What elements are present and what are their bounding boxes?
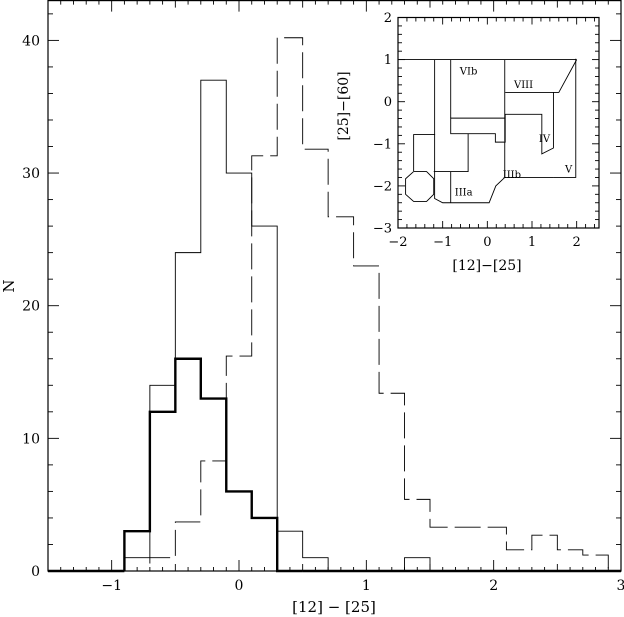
main-y-axis-label: N <box>0 279 18 292</box>
main-x-tick-label: 1 <box>362 578 371 594</box>
inset-region-boundaries <box>398 58 578 204</box>
inset-y-tick-label: 1 <box>384 53 392 68</box>
histogram-dashed-series <box>124 37 609 572</box>
inset-x-tick-label: −1 <box>433 235 452 250</box>
inset-x-ticks: −2 −1 0 1 2 <box>388 17 595 250</box>
inset-y-axis-label: [25]−[60] <box>336 71 352 140</box>
main-x-tick-label: 0 <box>235 578 244 594</box>
histogram-series <box>48 37 621 573</box>
inset-region-label: V <box>564 165 573 176</box>
inset-region-label: VIII <box>513 80 533 91</box>
inset-x-tick-label: −2 <box>388 235 407 250</box>
inset-region-boundary <box>413 134 506 204</box>
main-y-tick-label: 30 <box>22 166 40 182</box>
inset-plot-frame <box>397 16 600 229</box>
main-y-tick-label: 40 <box>22 33 40 49</box>
inset-region-boundary <box>505 59 578 93</box>
inset-region-label: IIIb <box>503 170 521 181</box>
inset-region-boundary <box>405 171 435 202</box>
inset-y-tick-label: 2 <box>384 11 392 26</box>
inset-region-label: IIIa <box>455 188 473 199</box>
inset-y-tick-label: 0 <box>384 95 392 110</box>
main-y-tick-label: 10 <box>22 431 40 447</box>
inset-x-tick-label: 2 <box>573 235 581 250</box>
inset-y-ticks: −3 −2 −1 0 1 2 <box>373 11 599 237</box>
histogram-thick-solid-series <box>123 357 303 573</box>
main-x-tick-label: 3 <box>617 578 624 594</box>
main-y-tick-label: 20 <box>22 299 40 315</box>
inset-region-label: VIb <box>459 66 478 77</box>
inset-x-tick-label: 1 <box>528 235 536 250</box>
inset-region-boundary <box>450 92 554 155</box>
main-y-tick-label: 0 <box>31 564 40 580</box>
main-x-tick-label: −1 <box>101 578 122 594</box>
inset-y-tick-label: −3 <box>373 222 392 237</box>
main-x-axis-label: [12] − [25] <box>292 598 376 616</box>
inset-region-labels: VIb VIII IV V IIIb IIIa <box>455 66 573 198</box>
inset-y-tick-label: −1 <box>373 137 392 152</box>
inset-region-boundary <box>553 58 577 178</box>
inset-region-label: IV <box>539 134 551 145</box>
inset-region-boundary <box>433 133 469 173</box>
inset-x-axis-label: [12]−[25] <box>452 258 521 274</box>
inset-x-tick-label: 0 <box>483 235 491 250</box>
main-x-tick-label: 2 <box>489 578 498 594</box>
main-plot-frame <box>47 0 622 572</box>
inset-y-tick-label: −2 <box>373 179 392 194</box>
